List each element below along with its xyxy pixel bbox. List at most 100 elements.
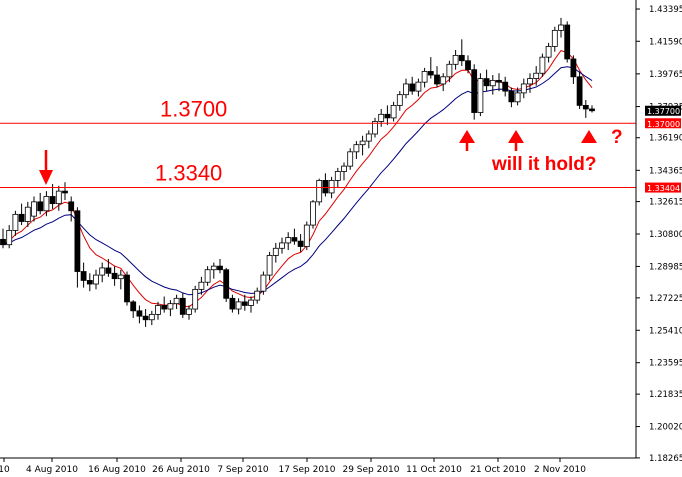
candle-body	[241, 301, 248, 306]
y-tick-label: 1.25410	[649, 326, 682, 336]
y-tick-label: 1.21835	[649, 390, 682, 400]
level-price-tag-text: 1.33404	[647, 184, 680, 193]
candle-body	[372, 121, 378, 135]
up-arrow-head	[459, 130, 475, 143]
candle-body	[223, 269, 230, 299]
candle-body	[446, 63, 453, 78]
candle-body	[347, 151, 354, 167]
candle-body	[365, 133, 372, 142]
candle-body	[173, 297, 180, 305]
x-tick-label: 2 Nov 2010	[534, 465, 586, 475]
candle-body	[334, 171, 341, 181]
candle-body	[229, 297, 236, 310]
candle-body	[186, 308, 192, 315]
candle-body	[582, 104, 589, 110]
up-arrow-head	[508, 130, 524, 143]
candle-body	[452, 54, 459, 65]
candle-body	[235, 301, 242, 310]
candle-body	[502, 81, 509, 92]
candle-body	[192, 288, 199, 310]
candle-body	[68, 201, 75, 212]
candle-body	[266, 255, 273, 276]
candle-body	[142, 315, 149, 321]
candle-body	[136, 310, 143, 317]
candle-body	[477, 78, 484, 113]
candle-body	[62, 190, 68, 194]
current-price-tag-text: 1.37700	[647, 107, 680, 116]
candle-body	[204, 269, 211, 283]
will-it-hold-note: will it hold?	[491, 154, 596, 175]
candle-body	[384, 113, 391, 119]
candle-body	[527, 78, 533, 85]
x-tick-label: 11 Oct 2010	[406, 465, 462, 475]
candle-body	[179, 297, 186, 315]
candle-body	[551, 29, 558, 47]
candles	[0, 17, 595, 327]
candle-body	[105, 267, 112, 274]
candle-body	[589, 108, 595, 112]
y-tick-label: 1.27225	[649, 294, 682, 304]
y-tick-label: 1.28985	[649, 262, 682, 272]
candle-body	[37, 201, 44, 212]
candle-body	[167, 303, 174, 310]
candle-body	[539, 56, 546, 74]
candle-body	[93, 274, 99, 285]
candle-body	[570, 58, 577, 78]
candle-body	[18, 213, 25, 222]
candle-body	[6, 230, 13, 246]
y-tick-label: 1.41590	[649, 37, 682, 47]
candle-body	[514, 92, 521, 103]
candle-body	[24, 206, 31, 222]
candle-body	[217, 265, 223, 271]
candle-body	[55, 190, 62, 205]
y-tick-label: 1.20020	[649, 423, 682, 433]
candle-body	[285, 237, 292, 244]
x-tick-label: 29 Sep 2010	[342, 465, 399, 475]
candle-body	[359, 140, 366, 146]
candle-body	[427, 71, 434, 76]
x-tick-label: 16 Aug 2010	[88, 465, 146, 475]
level-price-tag	[645, 118, 681, 129]
candle-body	[471, 69, 478, 113]
y-tick-label: 1.30800	[649, 230, 682, 240]
y-tick-label: 1.32615	[649, 198, 682, 208]
y-tick-label: 1.36190	[649, 134, 682, 144]
annotations: ? will it hold?	[39, 127, 623, 185]
candle-body	[483, 78, 490, 87]
candle-body	[124, 274, 130, 303]
x-tick-label: 10	[0, 465, 10, 475]
candle-body	[291, 237, 298, 242]
candle-body	[316, 180, 323, 203]
candle-body	[254, 290, 261, 301]
current-price-tag	[645, 105, 681, 116]
level-label: 1.3700	[160, 96, 227, 121]
candle-body	[440, 76, 447, 85]
y-tick-label: 1.43395	[649, 5, 682, 15]
candle-body	[415, 81, 422, 92]
candle-body	[558, 24, 564, 31]
candle-body	[80, 271, 87, 281]
candle-body	[489, 79, 496, 87]
y-tick-label: 1.34365	[649, 166, 682, 176]
candle-body	[260, 274, 267, 292]
candle-body	[378, 113, 385, 122]
y-tick-label: 1.39765	[649, 70, 682, 80]
candle-body	[86, 280, 93, 285]
candle-body	[148, 313, 155, 321]
candle-body	[111, 272, 118, 280]
candle-body	[49, 196, 56, 205]
candle-body	[576, 76, 583, 106]
candle-body	[421, 71, 428, 83]
candle-body	[74, 210, 81, 272]
candle-body	[161, 305, 168, 310]
candle-body	[434, 74, 440, 85]
x-tick-label: 7 Sep 2010	[217, 465, 269, 475]
x-tick-label: 4 Aug 2010	[26, 465, 78, 475]
candle-body	[403, 83, 409, 96]
x-tick-label: 26 Aug 2010	[152, 465, 210, 475]
candle-body	[43, 196, 50, 212]
candle-body	[248, 299, 254, 306]
candle-body	[533, 72, 540, 79]
